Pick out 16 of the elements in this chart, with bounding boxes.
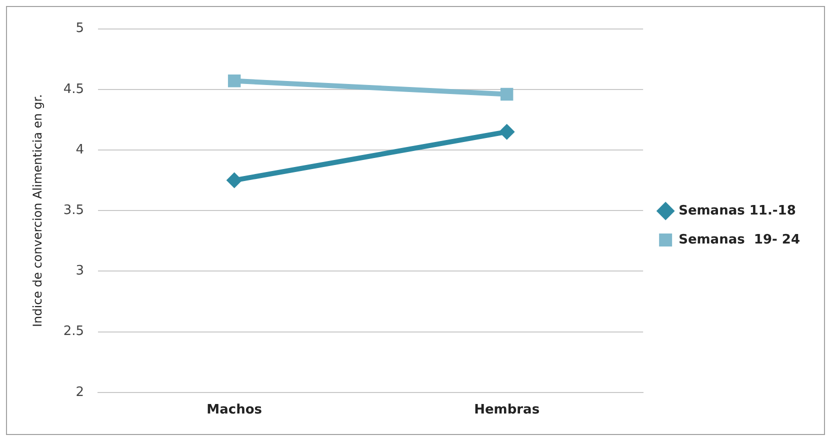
x-tick-label: Machos (206, 402, 262, 418)
legend-label: Semanas 11.-18 (678, 203, 796, 218)
y-tick-label: 3 (76, 264, 84, 279)
y-tick-label: 3.5 (63, 202, 84, 218)
point (226, 172, 242, 188)
point (498, 124, 515, 140)
y-axis-title: Indice de convercion Alimenticia en gr. (30, 94, 44, 328)
point (500, 88, 514, 101)
y-tick-label: 4 (76, 142, 84, 158)
point (228, 74, 241, 88)
legend-label: Semanas 19- 24 (678, 232, 800, 248)
y-tick-label: 5 (76, 21, 84, 36)
y-tick-label: 2 (76, 384, 84, 400)
x-tick-label: Hembras (474, 402, 540, 418)
y-tick-label: 4.5 (63, 82, 84, 97)
y-tick-label: 2.5 (63, 324, 84, 340)
